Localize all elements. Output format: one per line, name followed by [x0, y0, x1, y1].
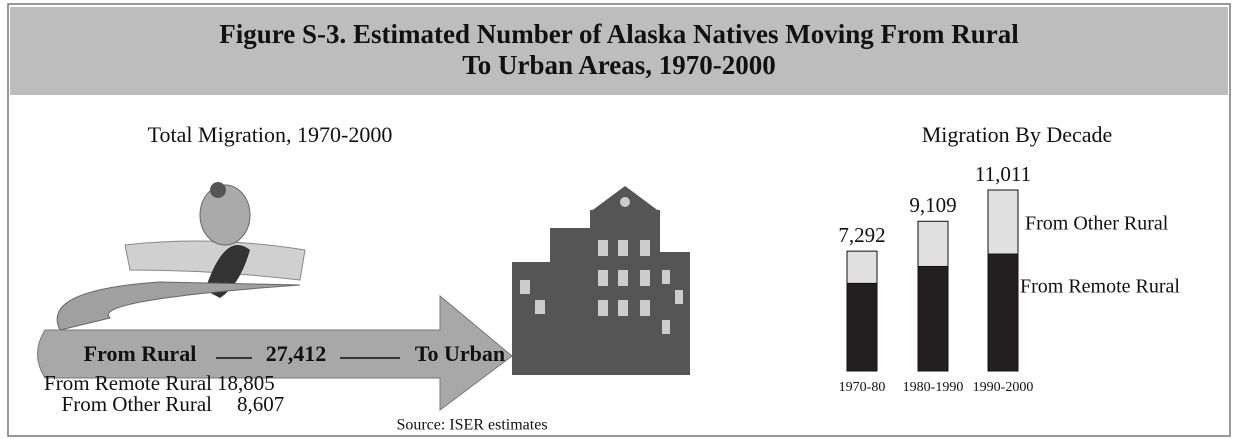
chart-title: Migration By Decade — [922, 122, 1113, 147]
breakdown-value: 18,805 — [217, 371, 275, 395]
legend-label: From Other Rural — [1025, 213, 1169, 235]
x-tick-label: 1970-80 — [839, 380, 886, 395]
title-band — [10, 7, 1228, 95]
from-label: From Rural — [84, 341, 197, 366]
swoosh — [56, 281, 301, 331]
figure-title: To Urban Areas, 1970-2000 — [462, 50, 776, 80]
breakdown-value: 8,607 — [237, 392, 284, 416]
bar-segment — [846, 282, 878, 372]
infographic-title: Total Migration, 1970-2000 — [148, 122, 393, 147]
person-head — [210, 182, 226, 198]
total-label: 7,292 — [838, 223, 885, 247]
x-tick-label: 1990-2000 — [973, 380, 1034, 395]
arrow — [37, 294, 513, 411]
total-label: 27,412 — [266, 341, 327, 366]
bar-segment — [917, 265, 949, 372]
bar-segment — [987, 253, 1019, 372]
breakdown-name: From Other Rural — [62, 392, 213, 416]
bar-segment — [846, 250, 878, 284]
source: Source: ISER estimates — [396, 417, 547, 434]
legend-label: From Remote Rural — [1020, 276, 1180, 298]
bar-segment — [917, 220, 949, 267]
person — [199, 184, 251, 246]
to-label: To Urban — [415, 341, 505, 366]
total-label: 9,109 — [909, 193, 956, 217]
total-label: 11,011 — [975, 162, 1031, 186]
x-tick-label: 1980-1990 — [903, 380, 964, 395]
boat — [124, 240, 306, 281]
windows — [520, 197, 683, 334]
figure-title: Figure S-3. Estimated Number of Alaska N… — [219, 19, 1019, 49]
bar-segment — [987, 189, 1019, 255]
breakdown-name: From Remote Rural — [44, 371, 212, 395]
